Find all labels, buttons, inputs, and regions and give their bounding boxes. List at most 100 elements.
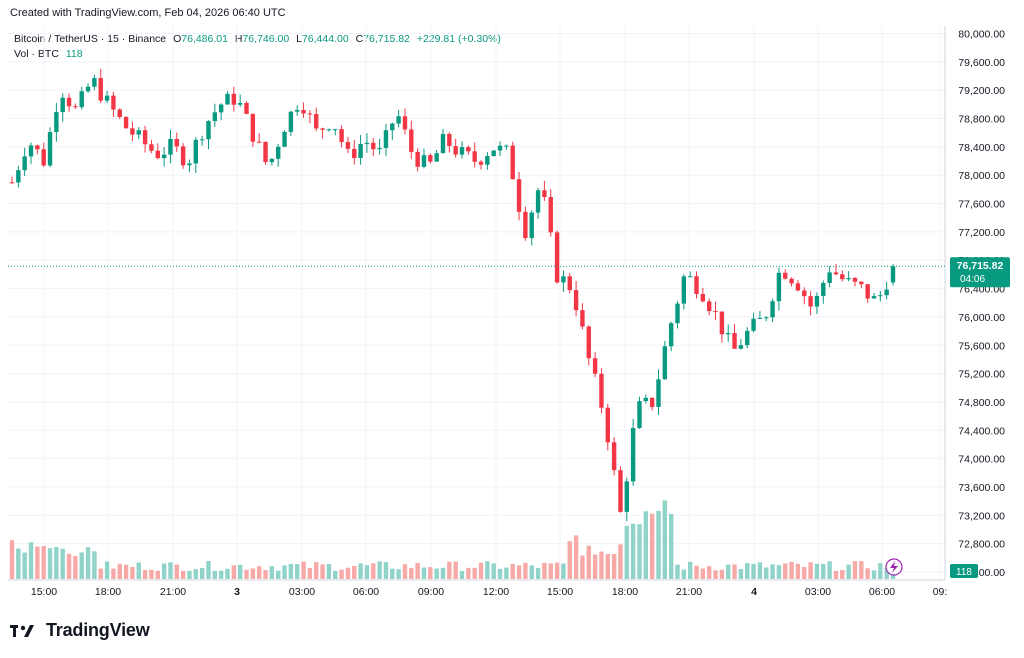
candle-body (345, 142, 351, 149)
volume-bar (218, 570, 224, 579)
volume-bar (624, 525, 629, 579)
volume-bar (783, 563, 788, 579)
volume-bar (358, 563, 363, 579)
candle-body (846, 277, 851, 280)
volume-bar (28, 542, 34, 579)
candle-body (225, 93, 230, 105)
candle-body (510, 145, 515, 180)
candle-body (371, 142, 376, 150)
candle-body (79, 91, 84, 108)
volume-bar (649, 513, 655, 579)
candle-body (66, 97, 72, 107)
x-tick-label: 03:00 (805, 586, 831, 598)
x-tick-label: 3 (234, 586, 240, 598)
candle-body (47, 132, 53, 166)
volume-bar (60, 548, 65, 579)
volume-bar (453, 561, 458, 579)
volume-bar (859, 561, 864, 579)
candle-body (472, 151, 477, 162)
volume-bar (199, 568, 205, 579)
volume-bar (504, 567, 509, 579)
candle-body (865, 284, 870, 299)
volume-bar (497, 568, 503, 579)
volume-bar (352, 565, 357, 579)
volume-bar (440, 567, 446, 579)
volume-bar (149, 569, 154, 579)
candle-body (637, 401, 642, 429)
y-tick-label: 76,000.00 (958, 312, 1005, 324)
volume-bar (611, 553, 617, 579)
y-tick-label: 74,400.00 (958, 425, 1005, 437)
volume-bar (516, 565, 522, 579)
candle-body (580, 310, 585, 327)
volume-bar (269, 566, 275, 579)
volume-bar (73, 555, 78, 579)
candle-body (459, 147, 465, 155)
legend-volume-row: Vol · BTC 118 (14, 47, 501, 62)
candle-body (618, 470, 623, 512)
volume-bar (396, 569, 401, 579)
candle-body (440, 133, 446, 154)
last-price-tag (950, 257, 1010, 288)
candle-body (491, 150, 496, 157)
volume-bar (333, 570, 338, 579)
volume-bar (434, 568, 439, 579)
volume-bar (130, 567, 135, 579)
candle-body (237, 102, 243, 105)
legend-close-label: C (355, 33, 364, 45)
volume-bar (694, 565, 699, 579)
volume-bar (390, 568, 395, 579)
volume-bar (9, 540, 15, 579)
candle-body (643, 397, 649, 402)
volume-bar (542, 562, 547, 579)
volume-bar (66, 553, 72, 579)
volume-bar (136, 562, 141, 579)
volume-bar (795, 563, 801, 579)
legend-ohlc-row: Bitcoin / TetherUS · 15 · Binance O76,48… (14, 32, 501, 47)
candle-body (757, 317, 763, 319)
candle-body (890, 266, 896, 283)
volume-bar (827, 561, 832, 579)
volume-bar (548, 563, 553, 579)
candle-body (180, 146, 186, 166)
candle-body (149, 144, 154, 151)
volume-bar (630, 523, 636, 579)
volume-bar (117, 563, 122, 579)
volume-bar (339, 569, 344, 579)
candle-body (548, 197, 553, 233)
candle-body (415, 151, 420, 167)
volume-bar (168, 562, 173, 579)
volume-bar (301, 561, 306, 579)
legend-volume-label[interactable]: Vol · BTC (14, 48, 59, 60)
volume-bar (884, 568, 889, 579)
volume-bar (466, 567, 471, 579)
volume-bar (713, 570, 718, 579)
volume-bar (276, 570, 281, 579)
candle-body (136, 130, 141, 135)
volume-bar (371, 563, 376, 579)
legend-symbol[interactable]: Bitcoin / TetherUS · 15 · Binance (14, 33, 167, 45)
legend-close-value: 76,715.82 (363, 33, 410, 45)
candle-body (516, 179, 522, 212)
volume-bar (447, 561, 452, 579)
volume-bar (592, 554, 598, 579)
candle-body (611, 442, 617, 471)
candle-body (466, 147, 471, 152)
candle-body (447, 133, 452, 147)
candle-body (694, 276, 699, 295)
candle-body (573, 290, 579, 311)
volume-bar (776, 565, 782, 579)
legend-open-value: 76,486.01 (181, 33, 228, 45)
volume-bar (212, 570, 218, 579)
volume-bar (789, 561, 794, 579)
candle-body (859, 281, 864, 285)
candle-body (383, 130, 389, 148)
volume-bar (605, 554, 610, 579)
candle-body (174, 139, 179, 147)
candle-body (130, 128, 135, 135)
volume-bar (751, 563, 756, 579)
volume-bar (833, 570, 839, 579)
candle-body (402, 116, 408, 130)
candle-body (187, 163, 192, 166)
